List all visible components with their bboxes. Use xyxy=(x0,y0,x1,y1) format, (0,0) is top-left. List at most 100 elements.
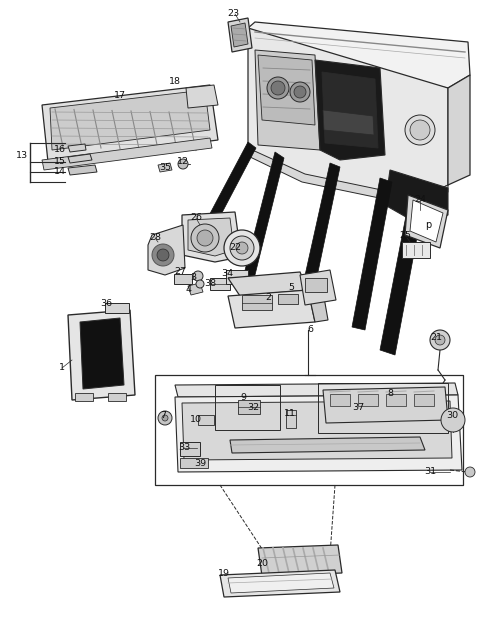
Text: 24: 24 xyxy=(414,196,426,204)
Polygon shape xyxy=(230,437,425,453)
Text: 2: 2 xyxy=(265,293,271,302)
Polygon shape xyxy=(380,195,424,355)
Text: 38: 38 xyxy=(204,280,216,288)
Polygon shape xyxy=(196,142,256,245)
Polygon shape xyxy=(158,163,172,172)
Text: 34: 34 xyxy=(221,269,233,278)
Text: 10: 10 xyxy=(190,415,202,425)
Text: 9: 9 xyxy=(240,392,246,401)
Polygon shape xyxy=(323,110,374,135)
Bar xyxy=(402,242,430,258)
Polygon shape xyxy=(42,138,212,170)
Bar xyxy=(108,393,126,401)
Polygon shape xyxy=(240,152,284,295)
Polygon shape xyxy=(258,55,315,125)
Polygon shape xyxy=(352,178,392,330)
Text: p: p xyxy=(425,220,431,230)
Circle shape xyxy=(271,81,285,95)
Bar xyxy=(75,393,93,401)
Bar xyxy=(180,442,200,456)
Polygon shape xyxy=(231,23,248,47)
Bar xyxy=(242,295,272,310)
Bar xyxy=(286,410,296,428)
Polygon shape xyxy=(405,195,448,248)
Circle shape xyxy=(230,236,254,260)
Circle shape xyxy=(191,224,219,252)
Circle shape xyxy=(294,86,306,98)
Polygon shape xyxy=(228,18,252,52)
Text: 5: 5 xyxy=(288,283,294,293)
Text: 4: 4 xyxy=(185,285,191,293)
Text: 19: 19 xyxy=(218,570,230,579)
Text: 36: 36 xyxy=(100,298,112,307)
Text: 20: 20 xyxy=(256,558,268,567)
Polygon shape xyxy=(315,60,385,160)
Polygon shape xyxy=(385,170,448,225)
Text: 15: 15 xyxy=(54,156,66,165)
Text: 1: 1 xyxy=(59,363,65,372)
Polygon shape xyxy=(175,395,462,472)
Text: 37: 37 xyxy=(352,403,364,413)
Text: 17: 17 xyxy=(114,90,126,100)
Text: 14: 14 xyxy=(54,167,66,177)
Polygon shape xyxy=(68,310,135,400)
Text: 7: 7 xyxy=(160,411,166,420)
Text: 35: 35 xyxy=(159,163,171,172)
Text: 28: 28 xyxy=(149,233,161,242)
Bar xyxy=(238,400,260,414)
Circle shape xyxy=(430,330,450,350)
Polygon shape xyxy=(148,225,185,275)
Text: 12: 12 xyxy=(177,158,189,167)
Text: 13: 13 xyxy=(16,151,28,160)
Polygon shape xyxy=(228,272,308,296)
Text: 33: 33 xyxy=(178,442,190,452)
Circle shape xyxy=(162,415,168,421)
Polygon shape xyxy=(186,85,218,108)
Text: 21: 21 xyxy=(430,334,442,343)
Polygon shape xyxy=(248,28,448,200)
Polygon shape xyxy=(188,283,203,295)
Text: 31: 31 xyxy=(424,468,436,476)
Polygon shape xyxy=(410,200,443,242)
Text: 30: 30 xyxy=(446,411,458,420)
Bar xyxy=(330,394,350,406)
Text: 32: 32 xyxy=(247,403,259,411)
Bar xyxy=(174,274,192,284)
Polygon shape xyxy=(175,383,458,397)
Polygon shape xyxy=(255,50,320,150)
Bar xyxy=(318,383,448,433)
Text: 39: 39 xyxy=(194,459,206,468)
Circle shape xyxy=(178,159,188,169)
Polygon shape xyxy=(220,570,340,597)
Polygon shape xyxy=(322,72,378,148)
Circle shape xyxy=(236,242,248,254)
Circle shape xyxy=(224,230,260,266)
Text: 18: 18 xyxy=(169,78,181,86)
Polygon shape xyxy=(42,85,218,162)
Polygon shape xyxy=(308,286,328,322)
Circle shape xyxy=(197,230,213,246)
Text: 16: 16 xyxy=(54,146,66,155)
Polygon shape xyxy=(300,270,336,305)
Bar xyxy=(105,303,129,313)
Polygon shape xyxy=(68,144,86,152)
Text: 23: 23 xyxy=(227,9,239,18)
Polygon shape xyxy=(298,163,340,310)
Circle shape xyxy=(435,335,445,345)
Text: 26: 26 xyxy=(190,213,202,223)
Text: 3: 3 xyxy=(190,273,196,283)
Polygon shape xyxy=(188,218,234,256)
Polygon shape xyxy=(228,290,315,328)
Polygon shape xyxy=(50,90,210,150)
Bar xyxy=(358,394,378,406)
Bar xyxy=(386,394,406,406)
Circle shape xyxy=(290,82,310,102)
Polygon shape xyxy=(248,148,448,206)
Bar xyxy=(305,278,327,292)
Polygon shape xyxy=(182,212,240,262)
Polygon shape xyxy=(68,154,92,163)
Text: 22: 22 xyxy=(229,244,241,252)
Text: 11: 11 xyxy=(284,408,296,418)
Bar xyxy=(215,385,280,430)
Bar xyxy=(414,394,434,406)
